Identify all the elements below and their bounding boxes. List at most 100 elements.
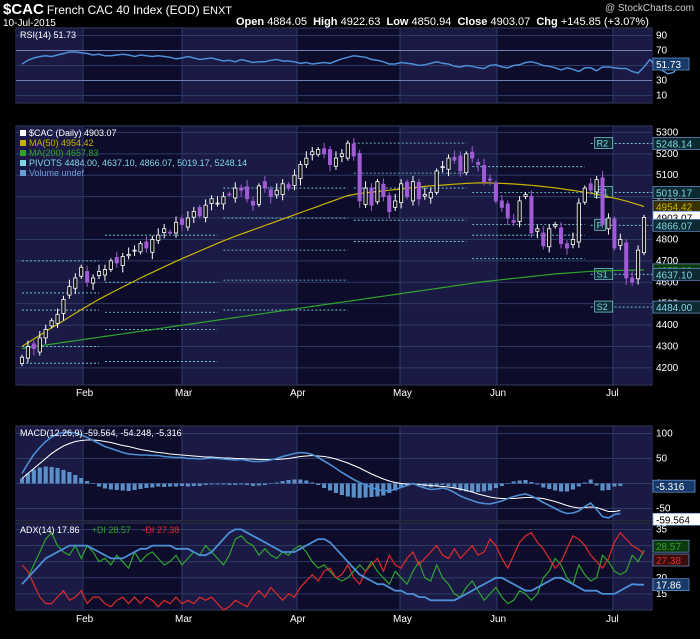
price-right-tag: 4903.07 [656, 213, 693, 224]
close-label: Close [457, 16, 488, 28]
candle [600, 170, 605, 229]
candle [452, 150, 457, 164]
candle-body [209, 198, 214, 204]
adx-line [21, 528, 644, 602]
axis-labels: 10 30 50 70 90 RSI(14) 51.73 51.73 4200 4300 4400… [20, 30, 700, 625]
month-label: Feb [76, 388, 94, 399]
candle [19, 354, 25, 367]
candle [641, 214, 647, 256]
open-value: 4884.05 [267, 16, 307, 28]
price-legend-swatch [20, 130, 26, 136]
candle [387, 192, 392, 219]
candle [523, 191, 528, 200]
candle-body [357, 152, 362, 202]
candle-body [547, 228, 552, 248]
candle-body [173, 221, 179, 234]
macd-histogram-bar [173, 483, 179, 487]
candle-body [19, 356, 25, 364]
price-right-tag-box [652, 218, 700, 232]
price-right-tag: 5019.17 [656, 189, 693, 200]
macd-histogram-bar [197, 483, 202, 486]
adx-last-box [652, 578, 690, 592]
candle-body [458, 155, 463, 172]
price-right-tag-box [652, 137, 700, 150]
candle [553, 221, 558, 229]
candle [499, 195, 504, 213]
candle [31, 340, 36, 356]
candle [85, 265, 90, 287]
candle [179, 215, 184, 232]
candle [636, 245, 641, 285]
macd-histogram-bar [96, 483, 102, 487]
candle-body [286, 184, 291, 189]
pivot-tag-box-s2 [594, 300, 614, 313]
macd-histogram-bar [547, 483, 552, 489]
month-label: Mar [175, 388, 193, 399]
candle-body [132, 249, 137, 252]
macd-hist-last-box [652, 479, 696, 493]
macd-histogram-bar [126, 483, 131, 491]
bottom-month-label: Jun [490, 614, 506, 625]
macd-month-band [182, 427, 297, 520]
rsi-legend: RSI(14) 51.73 [20, 30, 76, 40]
price-month-band [613, 127, 652, 384]
candle-body [168, 231, 173, 234]
macd-histogram-bar [162, 483, 167, 487]
price-legend-swatch [20, 170, 26, 176]
pivot-tag-box-p [594, 218, 607, 231]
close-value: 4903.07 [490, 16, 531, 28]
macd-histogram-bar [67, 472, 72, 484]
candle-body [416, 182, 421, 200]
macd-histogram-bar [470, 483, 475, 492]
macd-histogram-bar [446, 483, 451, 486]
candle [464, 151, 469, 176]
macd-histogram-bar [351, 483, 356, 498]
macd-histogram-bar [250, 483, 256, 486]
macd-last-box [652, 512, 700, 526]
price-y-tick-label: 4300 [656, 341, 679, 352]
candle [162, 224, 167, 239]
candle-body [470, 151, 475, 159]
macd-histogram-bar [564, 483, 570, 492]
candle [511, 213, 516, 226]
candle [209, 195, 214, 211]
macd-histogram-bar [286, 480, 291, 484]
candle [328, 145, 333, 172]
candle-body [67, 286, 72, 296]
candle [150, 235, 155, 260]
candle-body [600, 177, 605, 225]
candle-body [114, 257, 119, 264]
macd-histogram-bar [185, 483, 190, 487]
candle-body [179, 218, 184, 225]
rsi-line [21, 51, 681, 75]
candle-body [564, 243, 570, 249]
candle-body [375, 181, 380, 203]
macd-histogram-bar [493, 483, 498, 488]
candle [102, 264, 107, 281]
price-y-tick-label: 4400 [656, 320, 679, 331]
candle-body [624, 242, 629, 279]
macd-histogram-bar [203, 483, 208, 485]
macd-last: -59.564 [656, 515, 690, 526]
candle-body [49, 320, 54, 327]
pivot-tag-box-r2 [594, 137, 614, 149]
price-legend-entry: $CAC (Daily) 4903.07 [29, 128, 117, 138]
pivot-tag-s1: S1 [597, 269, 608, 279]
macd-histogram-bar [511, 481, 516, 484]
macd-histogram-bar [523, 480, 528, 484]
candle-body [535, 228, 540, 232]
candle [37, 331, 42, 356]
adx-legend-entry: -DI 27.38 [142, 525, 179, 535]
month-label: May [393, 388, 412, 399]
candle-body [120, 256, 125, 266]
adx-month-band [400, 524, 497, 609]
pivot-tag-s2: S2 [597, 302, 608, 312]
rsi-last-value: 51.73 [656, 60, 681, 71]
candle-body [523, 194, 528, 198]
candle-body [446, 157, 451, 170]
macd-histogram-bar [476, 483, 481, 492]
bottom-month-label: Mar [175, 614, 193, 625]
macd-histogram-bar [262, 483, 267, 485]
candle [630, 271, 635, 286]
